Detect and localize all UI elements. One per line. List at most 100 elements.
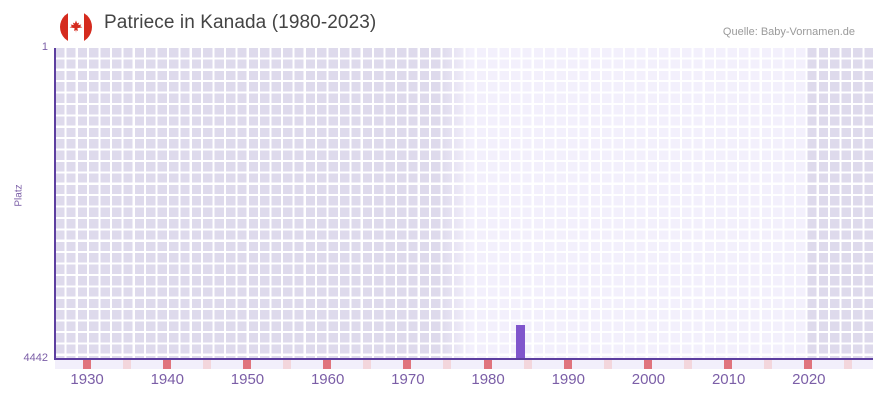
tick-cell-minor bbox=[315, 360, 325, 369]
x-axis-tick-label: 1970 bbox=[391, 371, 425, 388]
tick-cell-half-decade bbox=[443, 360, 453, 369]
x-axis-tick-label: 1980 bbox=[471, 371, 505, 388]
chart-header: Patriece in Kanada (1980-2023) Quelle: B… bbox=[0, 0, 873, 46]
tick-cell-minor bbox=[66, 360, 76, 369]
tick-cell-minor bbox=[732, 360, 742, 369]
tick-cell-minor bbox=[820, 360, 830, 369]
y-axis-bottom-tick-label: 4442 bbox=[23, 352, 48, 364]
x-axis-tick-label: 1990 bbox=[551, 371, 585, 388]
tick-cell-minor bbox=[611, 360, 621, 369]
tick-cell-minor bbox=[90, 360, 100, 369]
y-axis-title: Platz bbox=[13, 184, 25, 207]
tick-cell-minor bbox=[651, 360, 661, 369]
tick-cell-minor bbox=[740, 360, 750, 369]
tick-cell-minor bbox=[828, 360, 838, 369]
x-axis-tick-label: 2010 bbox=[711, 371, 746, 388]
tick-cell-minor bbox=[291, 360, 301, 369]
tick-cell-minor bbox=[676, 360, 686, 369]
page-title: Patriece in Kanada (1980-2023) bbox=[104, 12, 377, 33]
tick-cell-minor bbox=[339, 360, 349, 369]
tick-cell-minor bbox=[852, 360, 862, 369]
tick-cell-minor bbox=[331, 360, 341, 369]
tick-cell-minor bbox=[491, 360, 501, 369]
tick-cell-minor bbox=[700, 360, 710, 369]
x-axis-tick-labels: 1930 1940 1950 1960 1970 1980 1990 2000 2010 2020 bbox=[0, 371, 873, 395]
x-axis-line bbox=[55, 358, 873, 360]
tick-cell-minor bbox=[571, 360, 581, 369]
tick-cell-minor bbox=[250, 360, 260, 369]
x-axis-tick-label: 2000 bbox=[631, 371, 666, 388]
tick-cell-half-decade bbox=[122, 360, 132, 369]
tick-cell-half-decade bbox=[202, 360, 212, 369]
tick-cell-minor bbox=[619, 360, 629, 369]
tick-cell-minor bbox=[692, 360, 702, 369]
maple-leaf-icon bbox=[69, 20, 83, 33]
tick-cell-minor bbox=[234, 360, 244, 369]
tick-cell-minor bbox=[475, 360, 485, 369]
tick-cell-minor bbox=[539, 360, 549, 369]
range-gradient-transition bbox=[440, 48, 470, 359]
tick-cell-minor bbox=[379, 360, 389, 369]
tick-cell-minor bbox=[788, 360, 798, 369]
tick-cell-minor bbox=[114, 360, 124, 369]
tick-cell-minor bbox=[178, 360, 188, 369]
y-axis-top-tick-label: 1 bbox=[41, 41, 48, 53]
tick-cell-minor bbox=[868, 360, 873, 369]
tick-cell-half-decade bbox=[764, 360, 774, 369]
tick-cell-decade bbox=[483, 360, 493, 369]
tick-cell-minor bbox=[756, 360, 766, 369]
tick-cell-minor bbox=[355, 360, 365, 369]
tick-cell-decade bbox=[804, 360, 814, 369]
tick-cell-minor bbox=[387, 360, 397, 369]
tick-cell-minor bbox=[515, 360, 525, 369]
tick-cell-minor bbox=[154, 360, 164, 369]
x-axis-tick-label: 2020 bbox=[792, 371, 826, 388]
tick-cell-minor bbox=[419, 360, 429, 369]
tick-cell-minor bbox=[106, 360, 116, 369]
tick-cell-half-decade bbox=[523, 360, 533, 369]
tick-cell-minor bbox=[668, 360, 677, 369]
tick-cell-minor bbox=[347, 360, 357, 369]
tick-cell-minor bbox=[307, 360, 317, 369]
tick-cell-minor bbox=[74, 360, 84, 369]
tick-cell-minor bbox=[299, 360, 309, 369]
tick-cell-minor bbox=[267, 360, 277, 369]
tick-cell-minor bbox=[395, 360, 405, 369]
tick-cell-decade bbox=[323, 360, 333, 369]
tick-cell-half-decade bbox=[603, 360, 613, 369]
tick-cell-minor bbox=[507, 360, 517, 369]
tick-cell-minor bbox=[659, 360, 669, 369]
tick-cell-minor bbox=[499, 360, 509, 369]
tick-cell-minor bbox=[194, 360, 204, 369]
source-attribution: Quelle: Baby-Vornamen.de bbox=[722, 26, 855, 38]
tick-cell-half-decade bbox=[283, 360, 293, 369]
tick-cell-minor bbox=[435, 360, 445, 369]
bar-1984[interactable] bbox=[515, 325, 525, 359]
tick-cell-minor bbox=[627, 360, 637, 369]
plot-area bbox=[55, 48, 873, 359]
tick-cell-minor bbox=[226, 360, 236, 369]
tick-cell-minor bbox=[371, 360, 381, 369]
tick-cell-minor bbox=[275, 360, 285, 369]
tick-cell-minor bbox=[772, 360, 782, 369]
tick-cell-decade bbox=[162, 360, 172, 369]
tick-cell-decade bbox=[82, 360, 92, 369]
out-of-range-shading-right bbox=[806, 48, 873, 359]
tick-cell-minor bbox=[579, 360, 589, 369]
flag-band-right bbox=[84, 11, 92, 43]
tick-cell-minor bbox=[780, 360, 790, 369]
tick-cell-minor bbox=[130, 360, 140, 369]
tick-cell-minor bbox=[716, 360, 726, 369]
tick-cell-minor bbox=[547, 360, 557, 369]
tick-cell-minor bbox=[531, 360, 541, 369]
x-axis-tick-label: 1960 bbox=[310, 371, 345, 388]
tick-cell-minor bbox=[748, 360, 758, 369]
tick-cell-minor bbox=[595, 360, 605, 369]
tick-cell-minor bbox=[55, 360, 60, 369]
tick-cell-minor bbox=[459, 360, 469, 369]
tick-cell-decade bbox=[242, 360, 252, 369]
out-of-range-shading-left bbox=[55, 48, 440, 359]
tick-cell-minor bbox=[635, 360, 645, 369]
tick-cell-minor bbox=[427, 360, 437, 369]
